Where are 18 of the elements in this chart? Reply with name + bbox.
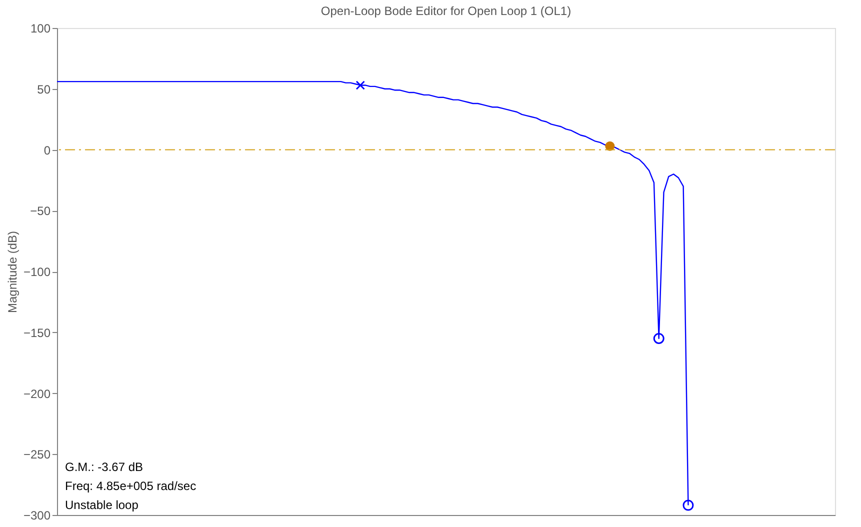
y-tick-label: 50 <box>37 82 51 96</box>
annotation: G.M.: -3.67 dB <box>65 460 144 474</box>
chart-title: Open-Loop Bode Editor for Open Loop 1 (OL1) <box>320 4 572 18</box>
point <box>653 332 664 344</box>
y-tick-label: 0 <box>44 143 51 158</box>
y-tick-label: −300 <box>23 508 51 522</box>
y-axis-title: Magnitude (dB) <box>5 230 20 314</box>
y-tick-label: 100 <box>30 22 51 36</box>
point <box>605 141 615 151</box>
y-tick-label: −200 <box>23 386 51 401</box>
y-tick-label: −100 <box>23 265 51 279</box>
point <box>682 500 694 511</box>
annotation: Freq: 4.85e+005 rad/sec <box>65 479 196 493</box>
y-tick-label: −250 <box>23 448 51 462</box>
point <box>356 80 365 90</box>
annotation: Unstable loop <box>65 498 139 512</box>
y-tick-label: −150 <box>23 326 51 340</box>
y-tick-label: −50 <box>30 204 51 218</box>
